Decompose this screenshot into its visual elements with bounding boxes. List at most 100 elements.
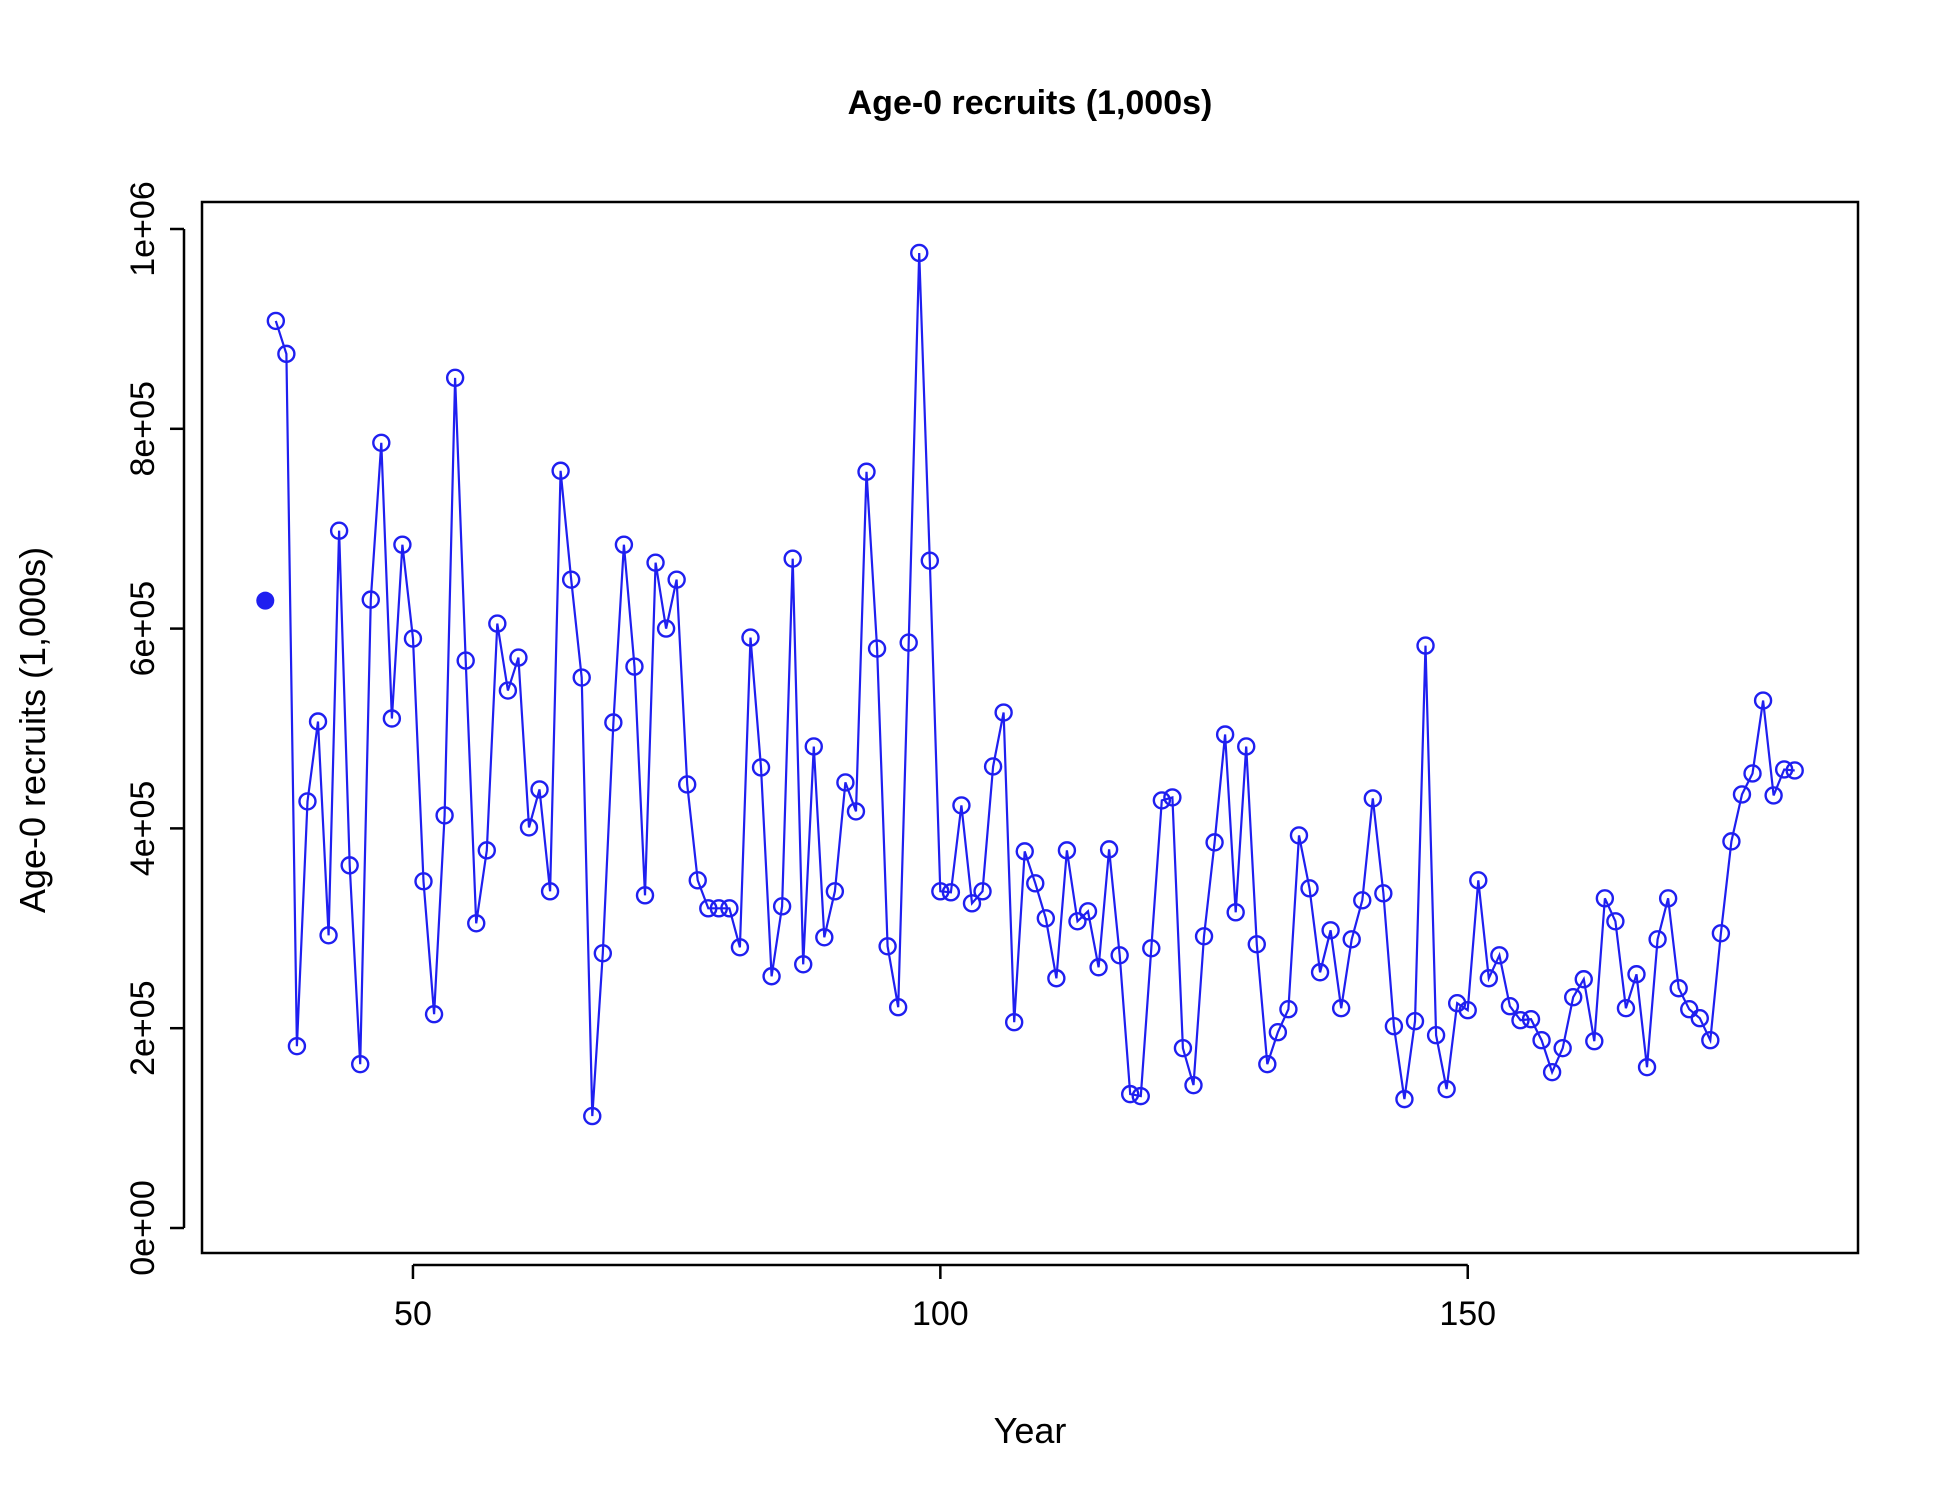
data-point [952,796,971,815]
data-point [667,570,686,589]
data-point [340,856,359,875]
x-tick-label: 50 [394,1295,432,1333]
data-point [846,802,866,821]
data-point [867,639,887,658]
data-point [688,871,707,890]
data-point [509,648,528,667]
data-point [1057,841,1077,860]
data-point [1173,1038,1193,1058]
data-point [329,521,349,540]
data-point [815,928,834,947]
data-point [1606,912,1625,931]
data-point [1658,889,1678,908]
x-axis: 50 100 150 [394,1263,1496,1333]
data-point [1701,1030,1720,1050]
data-point [561,570,581,589]
data-point [677,775,697,794]
data-point [920,551,939,570]
data-point [277,344,296,364]
data-point [614,535,634,554]
data-point [1574,970,1593,989]
data-point [1310,963,1330,982]
data-point [1542,1062,1562,1082]
data-point [1258,1054,1277,1074]
x-tick-label: 150 [1439,1295,1496,1333]
data-point [1595,889,1615,908]
data-point [730,938,750,957]
data-point [1722,832,1741,851]
data-point [646,553,665,572]
data-point [1732,785,1752,804]
data-point [973,882,992,901]
x-tick-label: 100 [912,1295,969,1333]
data-point [1616,999,1636,1018]
y-tick-label: 1e+06 [124,181,162,277]
data-point [1753,691,1773,710]
data-point [1785,761,1804,780]
data-point [1110,946,1129,965]
data-point [888,998,908,1017]
data-point [1099,840,1119,859]
data-point [319,926,338,945]
data-point [456,651,475,670]
data-point [1121,1084,1140,1104]
data-point [414,872,433,891]
data-point [1479,969,1499,988]
data-point [1184,1075,1203,1095]
data-point [1363,789,1383,808]
data-point [1458,1001,1477,1020]
data-point [1036,909,1056,928]
data-point [583,1106,602,1126]
data-point [287,1036,307,1056]
data-point [393,535,412,554]
data-point [1553,1038,1572,1058]
data-point [1268,1022,1288,1042]
data-point [1289,826,1309,845]
data-point [1331,999,1351,1018]
data-point [1511,1011,1530,1030]
data-point [783,549,802,568]
data-point [498,681,518,700]
initial-data-point [256,591,275,610]
data-point [403,629,423,648]
data-point [931,882,950,901]
data-point [1205,833,1224,852]
data-point [1680,1000,1699,1019]
data-point [1004,1013,1024,1032]
data-point [1384,1017,1404,1036]
data-point [530,780,549,799]
data-point [1585,1031,1604,1051]
data-point [1078,902,1098,921]
data-point [720,899,739,918]
x-axis-label: Year [994,1410,1067,1451]
data-point [1163,788,1182,807]
data-point [804,737,823,756]
data-point [699,899,718,918]
data-point [1047,969,1066,988]
data-point [1194,927,1214,946]
data-point [794,955,813,974]
data-point [1374,884,1393,903]
data-point [1405,1012,1425,1031]
data-point [962,894,982,913]
data-point [825,882,845,901]
data-point [878,937,897,956]
data-point [1490,946,1509,965]
data-point [308,712,328,731]
data-point [709,899,729,918]
y-tick-label: 0e+00 [124,1180,162,1276]
data-point [1026,874,1045,893]
data-point [1743,764,1762,783]
data-point [477,841,496,860]
data-point [1711,924,1731,943]
y-tick-label: 6e+05 [124,581,162,677]
data-point [941,883,961,902]
data-point [751,758,771,777]
data-point [1131,1086,1150,1106]
data-point [488,614,507,633]
data-point [1247,935,1266,954]
data-point [1300,879,1319,898]
data-point [604,713,623,732]
data-point [1321,921,1340,940]
